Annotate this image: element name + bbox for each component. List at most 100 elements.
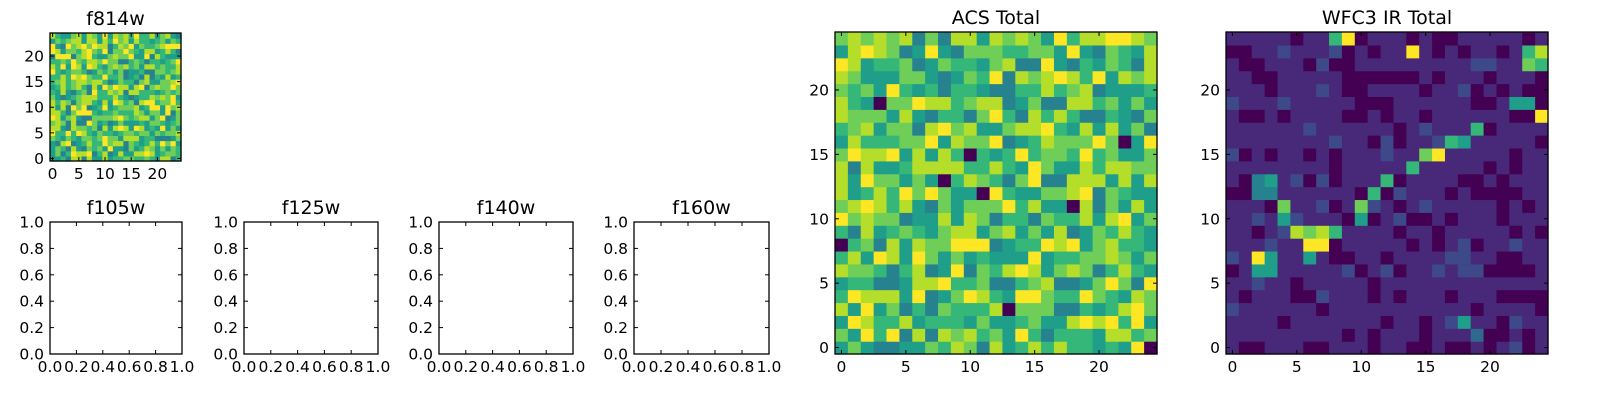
heatmap-cell <box>860 276 875 291</box>
heatmap-cell <box>97 43 103 49</box>
heatmap-cell <box>1092 96 1107 110</box>
heatmap-cell <box>70 33 77 39</box>
heatmap-cell <box>1118 289 1132 304</box>
heatmap-cell <box>1118 341 1132 355</box>
heatmap-cell <box>86 125 93 131</box>
heatmap-cell <box>1444 315 1459 329</box>
heatmap-cell <box>1144 276 1158 291</box>
heatmap-cell <box>65 135 72 142</box>
heatmap-cell <box>112 130 119 136</box>
heatmap-cell <box>1496 70 1510 85</box>
x-tick-label: 20 <box>1089 358 1109 376</box>
heatmap-cell <box>76 48 83 55</box>
heatmap-cell <box>1406 57 1420 72</box>
heatmap-cell <box>1406 302 1420 316</box>
heatmap-cell <box>1535 83 1549 97</box>
heatmap-cell <box>60 58 67 65</box>
heatmap-cell <box>1444 135 1459 149</box>
heatmap-cell <box>70 63 77 70</box>
heatmap-cell <box>1118 212 1132 226</box>
heatmap-cell <box>989 263 1004 278</box>
heatmap-cell <box>950 238 965 252</box>
heatmap-cell <box>1354 57 1369 72</box>
heatmap-cell <box>1277 173 1291 188</box>
heatmap-cell <box>1144 122 1158 136</box>
heatmap-cell <box>65 38 72 44</box>
heatmap-cell <box>102 99 109 106</box>
heatmap-cell <box>118 48 124 55</box>
heatmap-cell <box>1002 173 1016 188</box>
heatmap-cell <box>912 315 926 329</box>
heatmap-cell <box>1131 225 1145 239</box>
heatmap-cell <box>1354 70 1369 85</box>
heatmap-cell <box>847 122 862 136</box>
heatmap-cell <box>65 114 72 121</box>
heatmap-cell <box>899 57 913 72</box>
heatmap-cell <box>873 225 888 239</box>
heatmap-cell <box>102 48 109 55</box>
heatmap-cell <box>128 38 135 44</box>
heatmap-cell <box>963 70 978 85</box>
heatmap-cell <box>1380 186 1395 201</box>
heatmap-cell <box>123 58 130 65</box>
heatmap-cell <box>1028 147 1042 162</box>
heatmap-cell <box>860 302 875 316</box>
heatmap-cell <box>55 104 62 111</box>
heatmap-cell <box>165 58 172 65</box>
heatmap-cell <box>938 315 952 329</box>
heatmap-cell <box>925 250 939 265</box>
heatmap-cell <box>1092 199 1107 213</box>
heatmap-cell <box>1079 263 1094 278</box>
heatmap-cell <box>1316 160 1330 175</box>
heatmap-cell <box>1470 186 1485 201</box>
heatmap-cell <box>1053 341 1068 355</box>
heatmap-cell <box>886 32 900 46</box>
heatmap-cell <box>1092 302 1107 316</box>
heatmap-cell <box>1092 109 1107 123</box>
heatmap-cell <box>86 104 93 111</box>
heatmap-cell <box>175 68 182 75</box>
heatmap-cell <box>886 328 900 342</box>
heatmap-cell <box>1329 135 1343 149</box>
heatmap-cell <box>1028 96 1042 110</box>
heatmap-cell <box>886 160 900 175</box>
heatmap-cell <box>175 150 182 157</box>
heatmap-cell <box>102 43 109 49</box>
heatmap-cell <box>835 70 849 85</box>
heatmap-cell <box>1535 302 1549 316</box>
heatmap-cell <box>149 104 156 111</box>
heatmap-cell <box>1393 32 1407 46</box>
heatmap-cell <box>1002 212 1016 226</box>
axes-frame <box>633 221 770 355</box>
x-tick-label: 1.0 <box>170 358 195 376</box>
heatmap-cell <box>1432 70 1446 85</box>
heatmap-cell <box>102 84 109 90</box>
heatmap-cell <box>1290 199 1304 213</box>
heatmap-cell <box>860 238 875 252</box>
heatmap-cell <box>1015 186 1029 201</box>
heatmap-cell <box>925 70 939 85</box>
heatmap-cell <box>989 289 1004 304</box>
heatmap-cell <box>102 104 109 111</box>
heatmap-cell <box>963 289 978 304</box>
heatmap-cell <box>70 89 77 96</box>
heatmap-cell <box>1238 147 1253 162</box>
heatmap-cell <box>133 130 140 136</box>
heatmap-cell <box>1118 109 1132 123</box>
heatmap-cell <box>1535 238 1549 252</box>
heatmap-cell <box>1341 122 1356 136</box>
heatmap-cell <box>1264 32 1279 46</box>
heatmap-cell <box>165 104 172 111</box>
heatmap-cell <box>1092 135 1107 149</box>
heatmap-cell <box>1329 70 1343 85</box>
heatmap-cell <box>899 173 913 188</box>
heatmap-cell <box>107 114 114 121</box>
heatmap-cell <box>160 79 166 85</box>
heatmap-cell <box>1393 263 1407 278</box>
heatmap-cell <box>1105 173 1119 188</box>
heatmap-cell <box>1496 289 1510 304</box>
heatmap-cell <box>1367 238 1382 252</box>
heatmap-cell <box>1041 32 1055 46</box>
heatmap-cell <box>144 38 151 44</box>
